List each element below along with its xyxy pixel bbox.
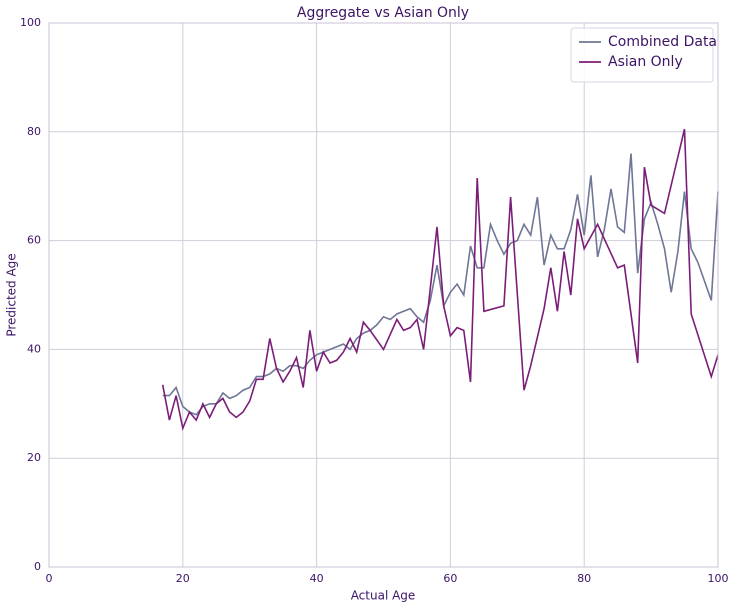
legend-label: Asian Only	[608, 54, 683, 70]
x-tick-label: 80	[577, 572, 591, 585]
x-tick-label: 20	[176, 572, 190, 585]
y-tick-label: 60	[27, 234, 41, 247]
y-tick-label: 20	[27, 451, 41, 464]
x-axis-label: Actual Age	[351, 589, 416, 603]
series-line	[161, 128, 719, 432]
y-tick-label: 80	[27, 125, 41, 138]
series-line	[162, 153, 719, 416]
legend: Combined Data Asian Only	[570, 27, 717, 83]
x-tick-label: 40	[310, 572, 324, 585]
x-tick-label: 100	[708, 572, 729, 585]
lines	[161, 128, 719, 432]
legend-label: Combined Data	[608, 34, 717, 50]
chart-title: Aggregate vs Asian Only	[297, 5, 469, 21]
x-tick-label: 0	[46, 572, 53, 585]
y-tick-label: 100	[20, 16, 41, 29]
plot-area	[49, 23, 718, 567]
y-tick-label: 40	[27, 342, 41, 355]
y-tick-label: 0	[34, 560, 41, 573]
y-axis-label: Predicted Age	[5, 253, 19, 336]
legend-box	[570, 27, 714, 83]
plot-border	[48, 22, 719, 568]
x-tick-label: 60	[443, 572, 457, 585]
